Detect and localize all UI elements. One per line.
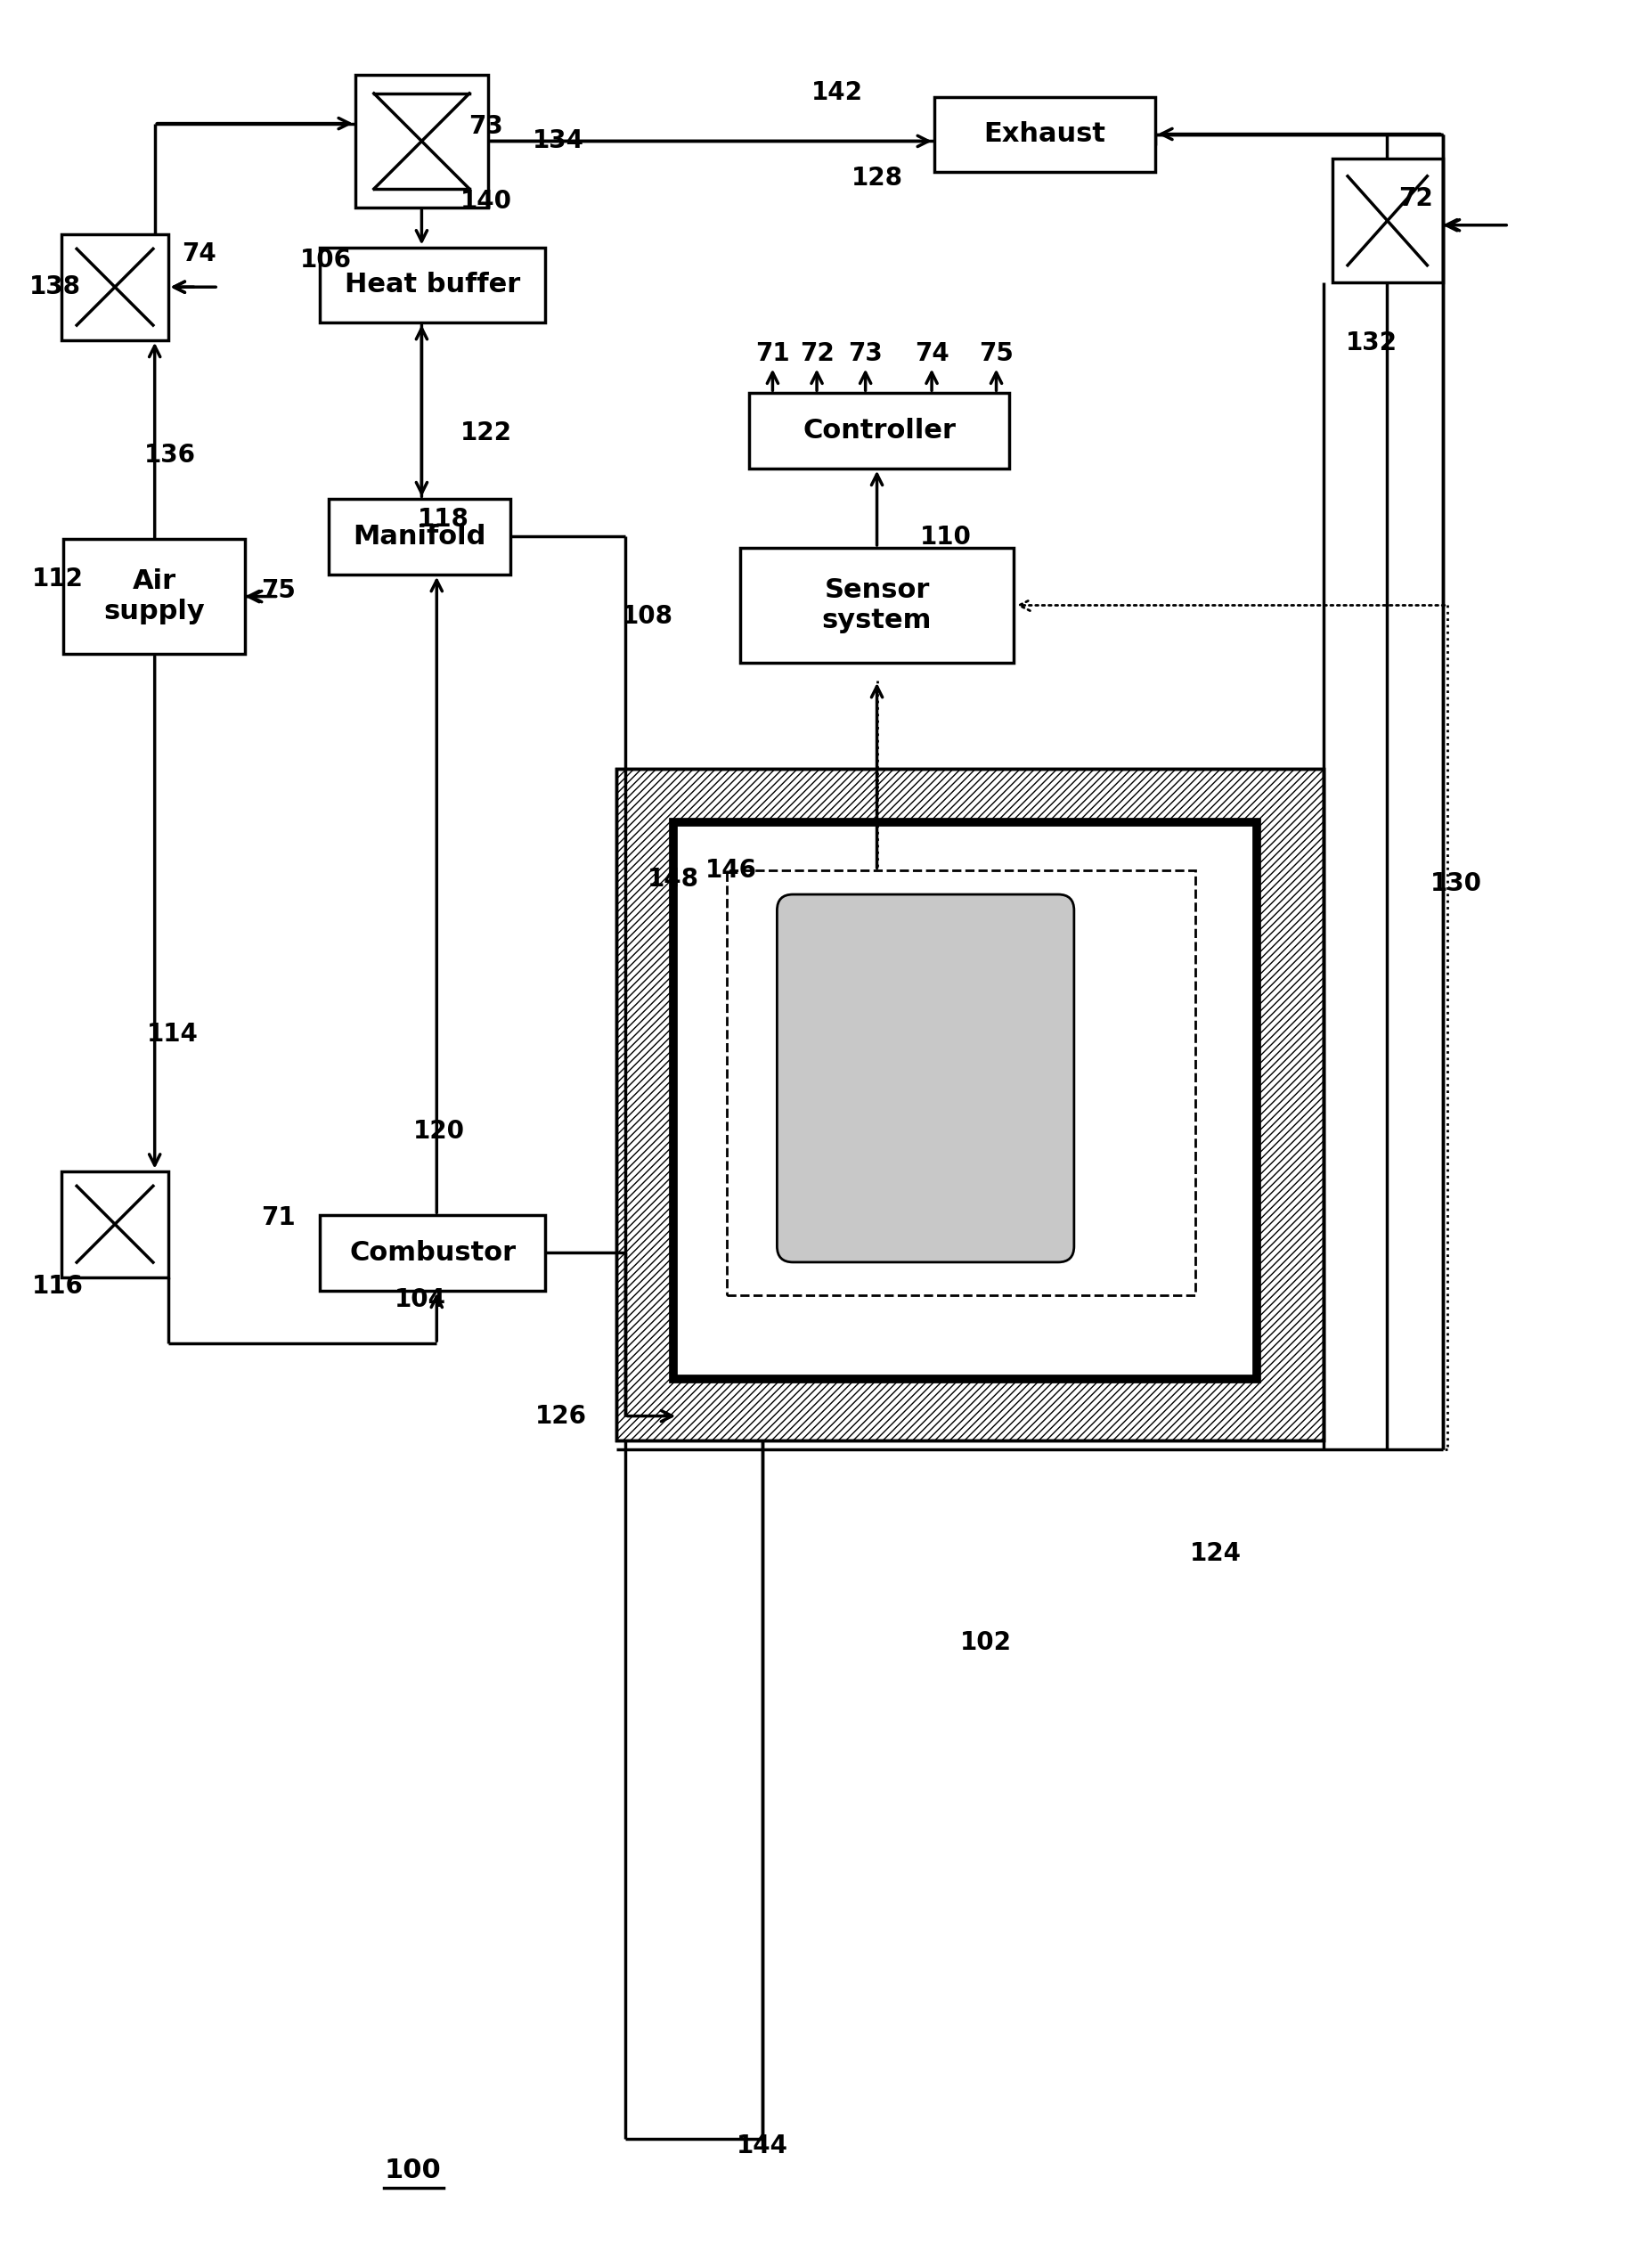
Bar [749, 392, 1009, 467]
Text: 130: 130 [1430, 871, 1481, 896]
Text: 122: 122 [461, 420, 512, 445]
Text: 104: 104 [393, 1286, 446, 1311]
Text: 120: 120 [413, 1118, 466, 1143]
Text: 106: 106 [300, 247, 352, 272]
Text: 72: 72 [1399, 186, 1434, 211]
Bar [935, 98, 1155, 172]
Text: 140: 140 [461, 188, 512, 213]
Text: 75: 75 [262, 578, 296, 603]
Text: 144: 144 [736, 2134, 788, 2159]
Text: 73: 73 [848, 340, 882, 365]
Text: 134: 134 [533, 129, 584, 154]
Bar [319, 1216, 545, 1290]
Text: Controller: Controller [803, 417, 956, 445]
Text: Combustor: Combustor [349, 1241, 517, 1266]
Text: 148: 148 [649, 866, 700, 891]
Bar [64, 540, 245, 653]
Text: 126: 126 [535, 1404, 588, 1429]
Text: 116: 116 [31, 1275, 84, 1300]
Text: 72: 72 [800, 340, 835, 365]
Text: 114: 114 [146, 1021, 198, 1046]
Text: 71: 71 [756, 340, 790, 365]
Text: Exhaust: Exhaust [984, 122, 1106, 147]
Text: 110: 110 [920, 524, 971, 549]
Bar [63, 234, 168, 340]
Text: 136: 136 [143, 442, 196, 467]
Bar [1332, 159, 1442, 284]
Text: 128: 128 [851, 166, 902, 191]
Text: 112: 112 [31, 567, 84, 592]
Bar [726, 871, 1195, 1295]
Text: 100: 100 [385, 2157, 441, 2184]
Text: 74: 74 [915, 340, 950, 365]
Text: Heat buffer: Heat buffer [346, 272, 520, 297]
Bar [616, 769, 1323, 1440]
Bar [319, 247, 545, 322]
Text: Manifold: Manifold [352, 524, 486, 549]
Bar [616, 769, 1323, 1440]
Bar [741, 549, 1014, 662]
Text: 71: 71 [262, 1207, 296, 1232]
Text: 138: 138 [30, 274, 81, 299]
Text: 73: 73 [469, 113, 504, 138]
Text: Air
supply: Air supply [104, 569, 204, 624]
Text: 75: 75 [979, 340, 1014, 365]
Text: 142: 142 [811, 79, 863, 104]
Text: 132: 132 [1346, 331, 1397, 356]
Text: 108: 108 [621, 603, 673, 628]
Text: 74: 74 [181, 243, 216, 268]
Bar [329, 499, 510, 574]
Text: Sensor
system: Sensor system [821, 578, 932, 633]
Bar [356, 75, 487, 206]
Text: 118: 118 [418, 508, 469, 533]
Bar [673, 821, 1258, 1379]
Text: 102: 102 [960, 1631, 1012, 1656]
FancyBboxPatch shape [777, 894, 1075, 1263]
Text: 146: 146 [704, 857, 757, 882]
Bar [63, 1170, 168, 1277]
Text: 124: 124 [1190, 1542, 1241, 1567]
